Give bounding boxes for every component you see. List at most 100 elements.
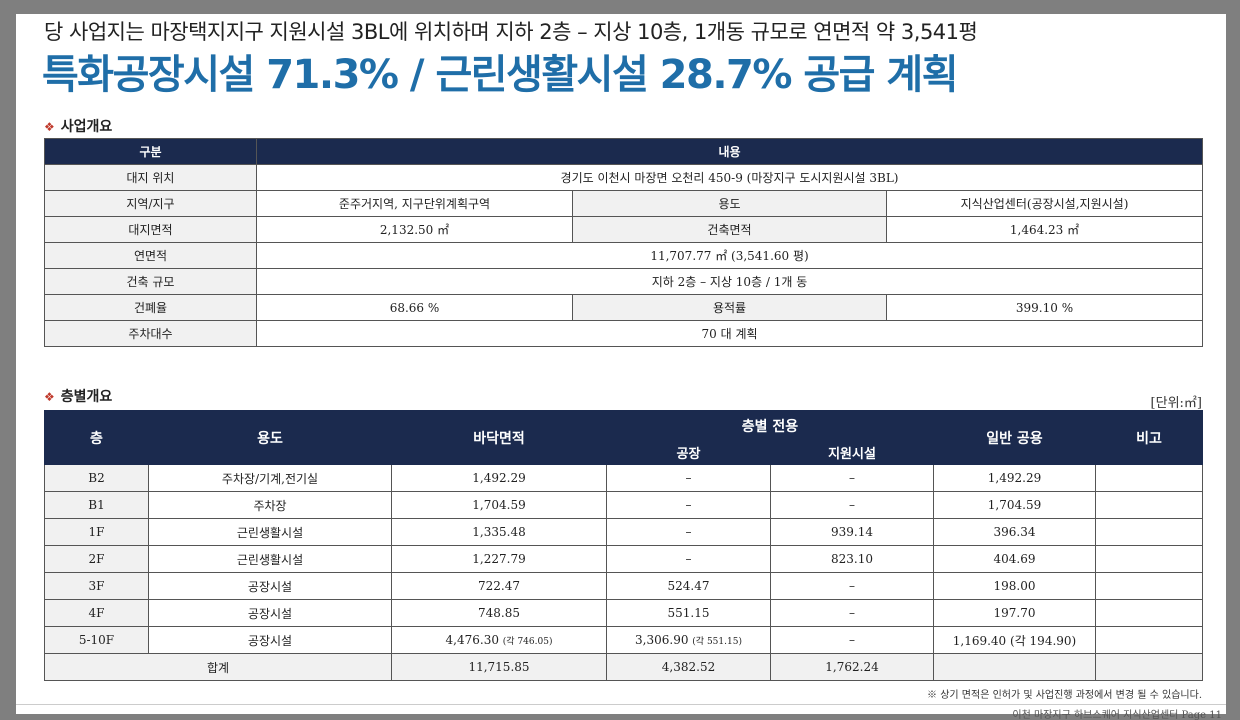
area-cell: 722.47 — [391, 572, 607, 600]
remark-cell — [1095, 626, 1203, 654]
floor-cell: B2 — [44, 464, 149, 492]
table-row: 4F 공장시설 748.85 551.15 – 197.70 — [44, 599, 1203, 627]
document-page: 당 사업지는 마장택지지구 지원시설 3BL에 위치하며 지하 2층 – 지상 … — [16, 14, 1226, 720]
gross-area-value: 11,707.77 ㎡ (3,541.60 평) — [255, 242, 1204, 269]
total-row: 합계 11,715.85 4,382.52 1,762.24 — [44, 653, 1203, 681]
use-cell: 주차장 — [148, 491, 392, 519]
use-cell: 공장시설 — [148, 599, 392, 627]
factory-cell: – — [606, 464, 771, 492]
table-row: 건폐율 68.66 % 용적률 399.10 % — [44, 294, 1204, 321]
floors-title-label: 층별개요 — [60, 389, 113, 405]
floor-cell: 3F — [44, 572, 149, 600]
table-row: 주차대수 70 대 계획 — [44, 320, 1204, 347]
floor-cell: 2F — [44, 545, 149, 573]
use-label: 용도 — [572, 190, 887, 217]
common-cell: 1,169.40 (각 194.90) — [933, 626, 1096, 654]
zone-value: 준주거지역, 지구단위계획구역 — [256, 190, 573, 217]
floor-cell: 1F — [44, 518, 149, 546]
total-factory: 4,382.52 — [606, 653, 771, 681]
bcr-value: 68.66 % — [256, 294, 573, 321]
overview-section-title: ❖ 사업개요 — [44, 116, 112, 136]
header-factory: 공장 — [606, 440, 771, 465]
use-cell: 근린생활시설 — [148, 545, 392, 573]
total-label: 합계 — [44, 653, 392, 681]
support-cell: – — [770, 464, 934, 492]
support-cell: – — [770, 491, 934, 519]
page-headline: 당 사업지는 마장택지지구 지원시설 3BL에 위치하며 지하 2층 – 지상 … — [44, 20, 978, 44]
floor-overview-table: 층 용도 바닥면적 층별 전용 일반 공용 비고 공장 지원시설 B2 주차장/… — [44, 410, 1203, 681]
use-value: 지식산업센터(공장시설,지원시설) — [885, 190, 1204, 217]
page-title: 특화공장시설 71.3% / 근린생활시설 28.7% 공급 계획 — [42, 52, 959, 98]
common-cell: 198.00 — [933, 572, 1096, 600]
use-cell: 공장시설 — [148, 626, 392, 654]
header-use: 용도 — [148, 410, 392, 465]
table-row: 대지면적 2,132.50 ㎡ 건축면적 1,464.23 ㎡ — [44, 216, 1204, 243]
floor-cell: 5-10F — [44, 626, 149, 654]
parking-value: 70 대 계획 — [255, 320, 1204, 347]
table-row: 연면적 11,707.77 ㎡ (3,541.60 평) — [44, 242, 1204, 269]
table-row: 지역/지구 준주거지역, 지구단위계획구역 용도 지식산업센터(공장시설,지원시… — [44, 190, 1204, 217]
floors-section-title: ❖ 층별개요 — [44, 386, 112, 406]
area-cell: 1,335.48 — [391, 518, 607, 546]
total-remark — [1095, 653, 1203, 681]
table-row: 2F 근린생활시설 1,227.79 – 823.10 404.69 — [44, 545, 1203, 573]
diamond-bullet-icon: ❖ — [44, 120, 55, 134]
remark-cell — [1095, 572, 1203, 600]
support-cell: – — [770, 599, 934, 627]
table-row: 3F 공장시설 722.47 524.47 – 198.00 — [44, 572, 1203, 600]
header-area: 바닥면적 — [391, 410, 607, 465]
unit-label: [단위:㎡] — [1150, 396, 1202, 411]
common-cell: 404.69 — [933, 545, 1096, 573]
area-cell: 4,476.30 (각 746.05) — [391, 626, 607, 654]
factory-cell: – — [606, 545, 771, 573]
area-cell: 1,492.29 — [391, 464, 607, 492]
zone-label: 지역/지구 — [44, 190, 257, 217]
factory-cell: – — [606, 518, 771, 546]
total-common — [933, 653, 1096, 681]
project-overview-table: 구분 내용 대지 위치 경기도 이천시 마장면 오천리 450-9 (마장지구 … — [44, 138, 1204, 347]
overview-header-content: 내용 — [255, 138, 1204, 165]
header-remark: 비고 — [1095, 410, 1203, 465]
total-area: 11,715.85 — [391, 653, 607, 681]
common-cell: 197.70 — [933, 599, 1096, 627]
footnote: ※ 상기 면적은 인허가 및 사업진행 과정에서 변경 될 수 있습니다. — [927, 690, 1202, 701]
remark-cell — [1095, 599, 1203, 627]
land-area-value: 2,132.50 ㎡ — [256, 216, 573, 243]
overview-title-label: 사업개요 — [60, 119, 113, 135]
far-value: 399.10 % — [885, 294, 1204, 321]
table-row: 5-10F 공장시설 4,476.30 (각 746.05) 3,306.90 … — [44, 626, 1203, 654]
remark-cell — [1095, 464, 1203, 492]
header-exclusive: 층별 전용 — [606, 410, 934, 441]
support-cell: – — [770, 626, 934, 654]
support-cell: – — [770, 572, 934, 600]
factory-cell: 3,306.90 (각 551.15) — [606, 626, 771, 654]
remark-cell — [1095, 545, 1203, 573]
land-area-label: 대지면적 — [44, 216, 257, 243]
remark-cell — [1095, 518, 1203, 546]
common-cell: 396.34 — [933, 518, 1096, 546]
area-cell: 1,227.79 — [391, 545, 607, 573]
scale-value: 지하 2층 – 지상 10층 / 1개 동 — [255, 268, 1204, 295]
page-footer: 이천 마장지구 하브스퀘어 지식산업센터 Page 11 — [1012, 710, 1222, 720]
common-cell: 1,704.59 — [933, 491, 1096, 519]
header-support: 지원시설 — [770, 440, 934, 465]
parking-label: 주차대수 — [44, 320, 257, 347]
bcr-label: 건폐율 — [44, 294, 257, 321]
floor-cell: B1 — [44, 491, 149, 519]
site-label: 대지 위치 — [44, 164, 257, 191]
site-value: 경기도 이천시 마장면 오천리 450-9 (마장지구 도시지원시설 3BL) — [255, 164, 1204, 191]
footer-divider — [16, 704, 1226, 714]
header-floor: 층 — [44, 410, 149, 465]
gross-area-label: 연면적 — [44, 242, 257, 269]
scale-label: 건축 규모 — [44, 268, 257, 295]
factory-cell: 551.15 — [606, 599, 771, 627]
use-cell: 근린생활시설 — [148, 518, 392, 546]
overview-header-category: 구분 — [44, 138, 257, 165]
table-row: 건축 규모 지하 2층 – 지상 10층 / 1개 동 — [44, 268, 1204, 295]
diamond-bullet-icon: ❖ — [44, 390, 55, 404]
factory-cell: 524.47 — [606, 572, 771, 600]
building-area-value: 1,464.23 ㎡ — [885, 216, 1204, 243]
building-area-label: 건축면적 — [572, 216, 887, 243]
floor-cell: 4F — [44, 599, 149, 627]
use-cell: 공장시설 — [148, 572, 392, 600]
